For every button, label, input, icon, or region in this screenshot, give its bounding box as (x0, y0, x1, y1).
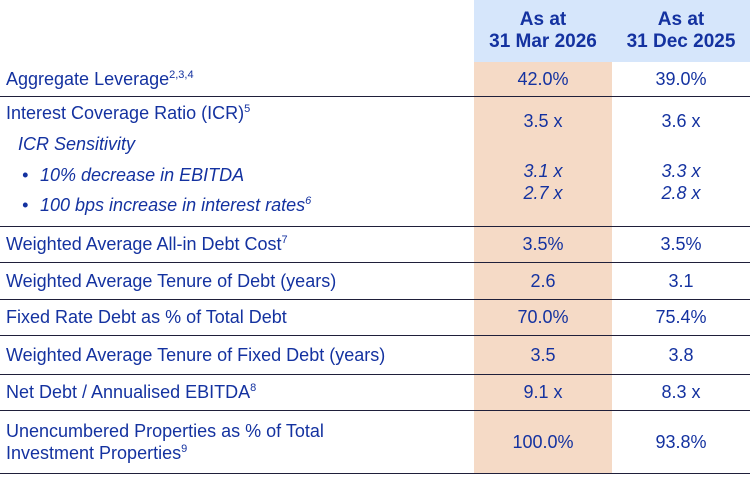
row-label: Fixed Rate Debt as % of Total Debt (0, 299, 474, 336)
value-dec-2025: 75.4% (612, 299, 750, 336)
footnote-ref: 9 (181, 442, 188, 455)
value-mar-2026: 2.6 (474, 262, 612, 300)
table-row-tenure-of-fixed-debt: Weighted Average Tenure of Fixed Debt (y… (0, 335, 750, 375)
header-col-dec-2025: As at 31 Dec 2025 (612, 0, 750, 62)
value-dec-2025: 3.5% (612, 226, 750, 263)
value-mar-2026: 42.0% (474, 62, 612, 97)
footnote-ref: 2,3,4 (169, 68, 194, 81)
value-dec-2025: 8.3 x (612, 374, 750, 411)
icr-sensitivity-title: ICR Sensitivity (18, 133, 136, 154)
footnote-ref: 7 (281, 234, 288, 246)
footnote-ref: 8 (250, 382, 257, 394)
value-mar-2026: 3.5 (474, 335, 612, 375)
value-mar-2026: 3.5% (474, 226, 612, 263)
footnote-ref: 6 (305, 194, 312, 207)
row-label: Net Debt / Annualised EBITDA8 (0, 374, 474, 411)
value-dec-2025: 93.8% (612, 410, 750, 474)
table-row-aggregate-leverage: Aggregate Leverage2,3,4 42.0% 39.0% (0, 62, 750, 97)
icr-sensitivity-item: • 100 bps increase in interest rates6 (22, 194, 312, 215)
row-label: Weighted Average Tenure of Fixed Debt (y… (0, 335, 474, 375)
value-dec-2025: 39.0% (612, 62, 750, 97)
table-row-icr: Interest Coverage Ratio (ICR)5 ICR Sensi… (0, 96, 750, 227)
table-row-net-debt-ebitda: Net Debt / Annualised EBITDA8 9.1 x 8.3 … (0, 374, 750, 411)
icr-sensitivity-item: • 10% decrease in EBITDA (22, 164, 245, 185)
table-row-tenure-of-debt: Weighted Average Tenure of Debt (years) … (0, 262, 750, 300)
row-label: Weighted Average All-in Debt Cost7 (0, 226, 474, 263)
row-label: Weighted Average Tenure of Debt (years) (0, 262, 474, 300)
header-col-mar-2026: As at 31 Mar 2026 (474, 0, 612, 62)
value-mar-2026: 9.1 x (474, 374, 612, 411)
table-row-all-in-debt-cost: Weighted Average All-in Debt Cost7 3.5% … (0, 226, 750, 263)
table-header-row: As at 31 Mar 2026 As at 31 Dec 2025 (0, 0, 750, 62)
value-dec-2025: 3.1 (612, 262, 750, 300)
footnote-ref: 5 (244, 102, 251, 115)
header-col-dec-2025-line2: 31 Dec 2025 (626, 31, 736, 52)
value-mar-2026: 3.5 x 3.1 x 2.7 x (474, 96, 612, 227)
table-row-unencumbered-properties: Unencumbered Properties as % of Total In… (0, 410, 750, 474)
header-col-dec-2025-line1: As at (657, 9, 705, 30)
value-mar-2026: 70.0% (474, 299, 612, 336)
header-blank-cell (0, 0, 474, 62)
header-col-mar-2026-line1: As at (519, 9, 567, 30)
table-row-fixed-rate-debt: Fixed Rate Debt as % of Total Debt 70.0%… (0, 299, 750, 336)
value-dec-2025: 3.6 x 3.3 x 2.8 x (612, 96, 750, 227)
value-dec-2025: 3.8 (612, 335, 750, 375)
capital-management-table: As at 31 Mar 2026 As at 31 Dec 2025 Aggr… (0, 0, 750, 474)
row-label: Aggregate Leverage2,3,4 (0, 62, 474, 97)
header-col-mar-2026-line2: 31 Mar 2026 (489, 31, 597, 52)
value-mar-2026: 100.0% (474, 410, 612, 474)
row-label: Unencumbered Properties as % of Total In… (0, 410, 474, 474)
row-label: Interest Coverage Ratio (ICR)5 ICR Sensi… (0, 96, 474, 227)
